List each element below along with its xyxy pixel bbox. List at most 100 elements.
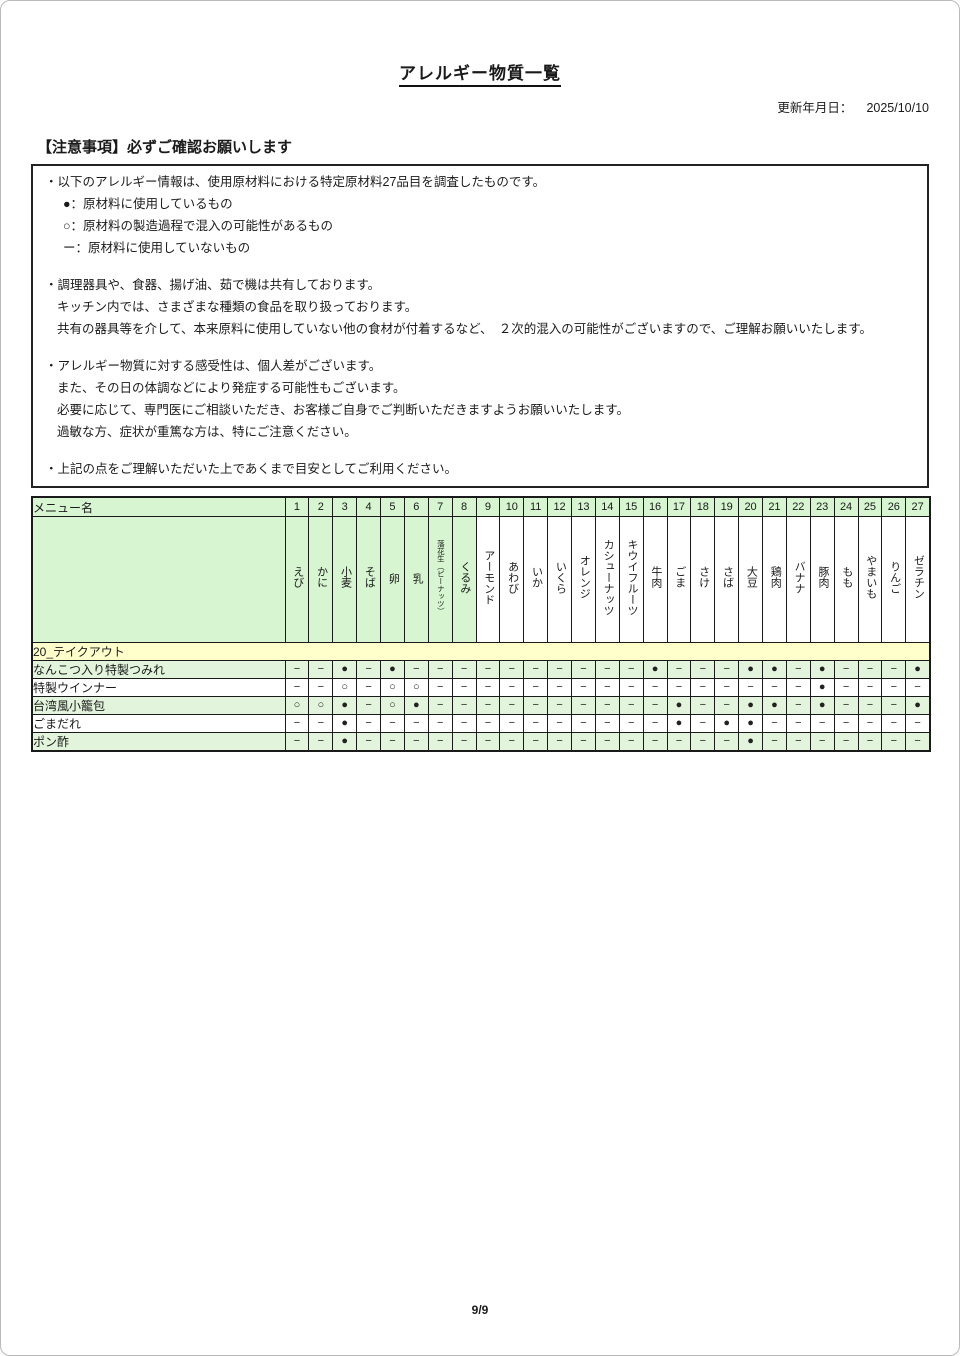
mark-cell: − [618,732,644,752]
menu-name-cell: 特製ウインナー [31,678,286,697]
notice-line: 共有の器具等を介して、本来原料に使用していない他の食材が付着するなど、 ２次的混… [57,322,873,336]
menu-name-cell: なんこつ入り特製つみれ [31,660,286,679]
mark-cell: − [547,732,572,752]
mark-cell: − [833,660,859,679]
mark-cell: − [571,660,596,679]
mark-cell: ○ [308,696,334,715]
allergen-name-vertical: アーモンド [482,549,495,605]
mark-cell: − [427,696,453,715]
menu-row: なんこつ入り特製つみれ − − ● − ● − − − − − − − − − − ● − − − ● ● − ● − − − ● [31,660,931,679]
mark-cell: − [881,732,907,752]
allergen-number-cell: 18 [690,496,716,517]
allergen-number-cell: 23 [809,496,835,517]
mark-cell: − [881,660,907,679]
mark-cell: − [451,732,477,752]
notice-heading: 【注意事項】必ずご確認お願いします [37,139,293,156]
menu-name-cell: ポン酢 [31,732,286,752]
mark-cell: ● [403,696,429,715]
allergen-number-cell: 16 [642,496,668,517]
allergen-name-vertical: 卵 [387,572,400,584]
menu-row: 特製ウインナー − − ○ − ○ ○ − − − − − − − − − − − − − − − − ● − − − − [31,678,931,697]
mark-cell: ● [738,732,763,752]
allergen-name-cell: キウイフルーツ [618,516,644,643]
allergen-number-cell: 14 [594,496,620,517]
mark-cell: − [714,696,740,715]
allergen-name-cell: りんご [881,516,907,643]
mark-cell: − [642,732,668,752]
mark-cell: − [666,660,692,679]
mark-cell: ● [714,714,740,733]
allergen-name-cell: かに [308,516,334,643]
mark-cell: − [308,678,334,697]
notice-box: ・以下のアレルギー情報は、使用原材料における特定原材料27品目を調査したものです… [31,164,929,488]
allergen-name-cell: もも [833,516,859,643]
allergen-name-vertical: キウイフルーツ [625,538,638,616]
mark-cell: − [571,696,596,715]
title-wrap: アレルギー物質一覧 [1,1,959,87]
allergen-number-cell: 5 [380,496,405,517]
mark-cell: − [857,678,883,697]
allergen-name-cell: 大豆 [738,516,763,643]
mark-cell: − [690,678,716,697]
mark-cell: − [714,678,740,697]
mark-cell: − [618,714,644,733]
menu-row: ポン酢 − − ● − − − − − − − − − − − − − − − − ● − − − − − − − [31,732,931,752]
mark-cell: ● [332,714,358,733]
allergen-name-cell: あわび [499,516,525,643]
mark-cell: − [284,660,310,679]
allergen-name-cell: 鶏肉 [762,516,787,643]
mark-cell: ○ [284,696,310,715]
page-title: アレルギー物質一覧 [399,59,561,87]
allergen-name-vertical: そば [363,566,376,588]
allergen-name-vertical: さば [721,566,734,588]
section-label: 20_テイクアウト [31,642,931,661]
mark-cell: ● [738,714,763,733]
notice-line: ー：原材料に使用していないもの [63,241,251,255]
mark-cell: − [785,714,811,733]
notice-line: 必要に応じて、専門医にご相談いただき、お客様ご自身でご判断いただきますようお願い… [57,403,630,417]
allergen-name-vertical: りんご [888,560,901,594]
mark-cell: − [523,678,549,697]
allergen-number-cell: 21 [762,496,787,517]
mark-cell: − [833,732,859,752]
allergen-name-cell: 落花生（ピーナッツ） [427,516,453,643]
mark-cell: − [857,732,883,752]
notice-line: ・以下のアレルギー情報は、使用原材料における特定原材料27品目を調査したものです… [45,175,546,189]
allergen-name-vertical: かに [315,566,328,588]
allergen-name-cell: 乳 [403,516,429,643]
mark-cell: − [594,696,620,715]
allergen-number-cell: 26 [881,496,907,517]
mark-cell: − [594,678,620,697]
mark-cell: − [571,714,596,733]
allergen-number-cell: 19 [714,496,740,517]
allergen-name-vertical: 落花生（ピーナッツ） [436,539,446,615]
mark-cell: − [785,660,811,679]
mark-cell: ● [738,660,763,679]
notice-line: ●：原材料に使用しているもの [63,197,233,211]
header-name-row: えび かに 小麦 そば卵乳 落花生（ピーナッツ） くるみ アーモンド あわび いか いくら オレンジ… [31,516,931,643]
allergen-name-cell: 牛肉 [642,516,668,643]
mark-cell: ○ [380,696,405,715]
updated-date-value: 2025/10/10 [866,101,929,115]
allergen-name-cell: 豚肉 [809,516,835,643]
notice-spacer [43,259,917,274]
mark-cell: − [666,678,692,697]
mark-cell: ● [738,696,763,715]
mark-cell: − [690,714,716,733]
mark-cell: − [356,660,381,679]
allergen-number-cell: 6 [403,496,429,517]
mark-cell: − [356,732,381,752]
mark-cell: − [642,714,668,733]
allergen-table: メニュー名 1 2 3 4 5 6 7 8 9 10 11 12 13 14 15 16 17 18 19 20 21 22… [31,496,931,752]
allergen-name-cell: ゼラチン [905,516,931,643]
mark-cell: − [547,714,572,733]
allergen-name-vertical: オレンジ [578,555,591,599]
mark-cell: ● [809,696,835,715]
mark-cell: − [547,696,572,715]
mark-cell: − [881,678,907,697]
notice-spacer [43,443,917,458]
allergen-name-cell: オレンジ [571,516,596,643]
notice-line: ・アレルギー物質に対する感受性は、個人差がございます。 [45,359,382,373]
mark-cell: − [475,714,501,733]
mark-cell: − [690,660,716,679]
